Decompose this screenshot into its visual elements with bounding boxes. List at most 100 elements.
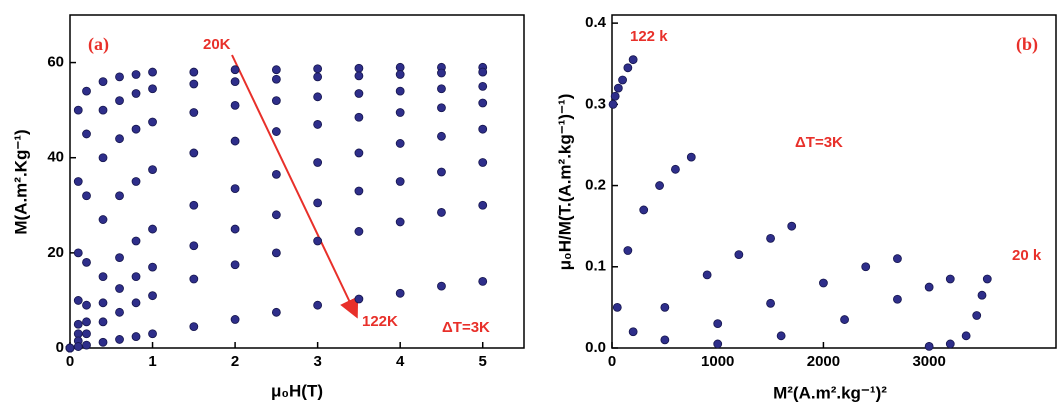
point: [115, 284, 124, 293]
point: [115, 134, 124, 144]
point: [98, 105, 108, 115]
annotation: 122K: [362, 313, 398, 330]
point: [271, 169, 281, 179]
point: [189, 241, 199, 251]
point: [671, 164, 680, 174]
point: [618, 75, 627, 85]
point: [131, 177, 141, 186]
point: [230, 260, 240, 270]
point: [612, 302, 622, 312]
frame-b: [611, 14, 1057, 349]
point: [82, 86, 91, 96]
point: [945, 274, 955, 284]
point: [437, 208, 446, 217]
point: [313, 64, 323, 74]
point: [313, 236, 323, 246]
annotation: (b): [1016, 34, 1038, 55]
x-tick-label: 2: [231, 353, 239, 370]
point: [230, 315, 240, 324]
x-tick-label: 3000: [912, 353, 945, 370]
point: [354, 63, 364, 73]
point: [608, 99, 618, 109]
point: [115, 253, 124, 263]
point: [115, 96, 124, 106]
point: [148, 117, 157, 127]
point: [437, 68, 446, 78]
point: [73, 177, 83, 186]
point: [230, 184, 240, 194]
point: [230, 65, 240, 75]
point: [437, 103, 446, 113]
point: [98, 77, 108, 86]
point: [478, 200, 488, 210]
point: [977, 290, 987, 300]
point: [395, 86, 405, 96]
point: [982, 274, 992, 284]
point: [148, 262, 157, 272]
point: [354, 112, 364, 122]
point: [271, 96, 281, 106]
point: [82, 340, 91, 350]
point: [819, 278, 828, 288]
point: [189, 79, 199, 89]
point: [893, 254, 902, 264]
point: [478, 98, 488, 108]
point: [131, 298, 141, 308]
point: [131, 124, 141, 134]
point: [972, 311, 982, 320]
point: [354, 186, 364, 196]
y-tick-label: 40: [47, 149, 64, 166]
point: [73, 296, 83, 305]
x-axis-label: M²(A.m².kg⁻¹)²: [773, 383, 887, 402]
point: [354, 89, 364, 98]
point: [115, 307, 124, 317]
point: [395, 108, 405, 117]
point: [478, 158, 488, 167]
point: [713, 339, 723, 349]
y-tick-label: 0.1: [585, 258, 606, 275]
point: [131, 89, 141, 98]
y-tick-label: 20: [47, 244, 64, 261]
point: [148, 165, 157, 175]
y-axis-label: μ₀H/M(T.(A.m².kg⁻¹)⁻¹): [555, 94, 574, 271]
point: [660, 335, 670, 345]
point: [131, 70, 141, 79]
point: [189, 108, 199, 117]
x-tick-label: 2000: [807, 353, 840, 370]
point: [82, 191, 91, 201]
point: [961, 331, 971, 341]
point: [734, 250, 744, 259]
annotation: 20K: [203, 36, 231, 53]
point: [98, 317, 108, 327]
point: [82, 257, 91, 267]
point: [148, 67, 157, 77]
y-tick-label: 0.3: [585, 95, 606, 112]
point: [478, 124, 488, 134]
point: [313, 300, 323, 310]
x-tick-label: 0: [608, 353, 616, 370]
point: [82, 329, 91, 339]
annotation: 20 k: [1012, 247, 1042, 264]
point: [613, 83, 623, 93]
point: [437, 167, 446, 177]
point: [478, 67, 488, 77]
point: [686, 152, 696, 162]
point: [354, 148, 364, 158]
point: [131, 272, 141, 282]
point: [395, 139, 405, 148]
point: [313, 158, 323, 167]
annotation: (a): [88, 34, 109, 55]
point: [639, 205, 649, 215]
point: [98, 272, 108, 282]
point: [148, 224, 157, 234]
point: [82, 300, 91, 310]
point: [98, 298, 108, 308]
point: [230, 77, 240, 86]
point: [395, 177, 405, 186]
point: [766, 298, 775, 308]
frame-a: [69, 14, 525, 349]
point: [713, 319, 723, 329]
y-tick-label: 0.0: [585, 339, 606, 356]
point: [148, 84, 157, 94]
